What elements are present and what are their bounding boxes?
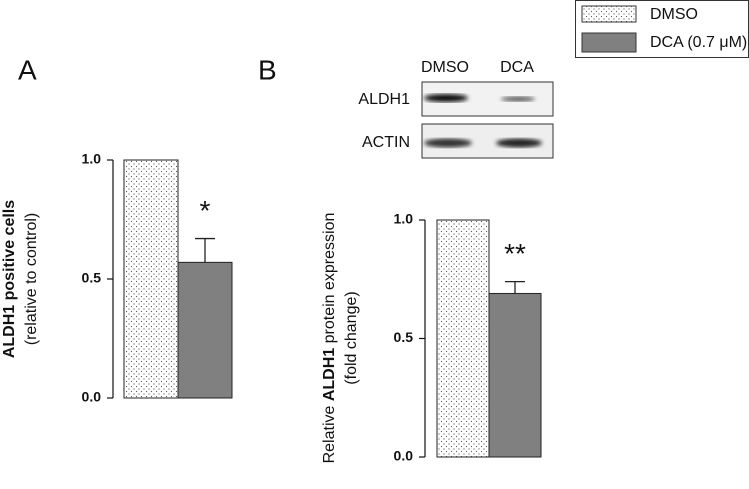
y-axis-label-part: Relative [321, 401, 338, 463]
error-bar [505, 280, 525, 294]
y-axis-label: (relative to control) [23, 213, 40, 346]
significance-marker: ** [504, 238, 526, 269]
y-axis-label: (fold change) [343, 291, 360, 384]
y-tick-label: 0.5 [394, 329, 414, 345]
blot-row-label: ALDH1 [358, 91, 410, 108]
blot-band [496, 138, 542, 148]
y-axis-label-part: (relative to control) [23, 213, 40, 346]
y-tick-label: 1.0 [82, 151, 102, 167]
blot-column-label: DCA [500, 59, 534, 76]
panel-label: B [258, 54, 277, 85]
blot-band [424, 94, 468, 102]
y-axis-label-part: (fold change) [343, 291, 360, 384]
blot-band [501, 96, 535, 102]
y-axis-label-part: protein expression [321, 213, 338, 348]
panel-label: A [18, 54, 37, 85]
bar [177, 261, 233, 399]
error-bar [195, 237, 215, 263]
blot-column-label: DMSO [421, 59, 469, 76]
y-tick-label: 0.0 [82, 389, 102, 405]
y-axis-label-part: ALDH1 [321, 348, 338, 401]
bar [488, 292, 542, 458]
significance-marker: * [200, 195, 211, 226]
y-tick-label: 0.0 [394, 448, 414, 464]
y-tick-label: 0.5 [82, 270, 102, 286]
bar [123, 159, 179, 399]
y-axis-label: Relative ALDH1 protein expression [321, 213, 338, 464]
y-tick-label: 1.0 [394, 211, 414, 227]
legend-label: DCA (0.7 μM) [650, 34, 747, 51]
blot-row-label: ACTIN [362, 134, 410, 151]
legend-label: DMSO [650, 6, 698, 23]
y-axis-label-part: ALDH1 positive cells [1, 200, 18, 358]
legend-swatch [581, 5, 637, 23]
y-axis-label: ALDH1 positive cells [1, 200, 18, 358]
blot-band [424, 138, 472, 148]
bar [436, 219, 490, 458]
legend-swatch [581, 32, 637, 53]
